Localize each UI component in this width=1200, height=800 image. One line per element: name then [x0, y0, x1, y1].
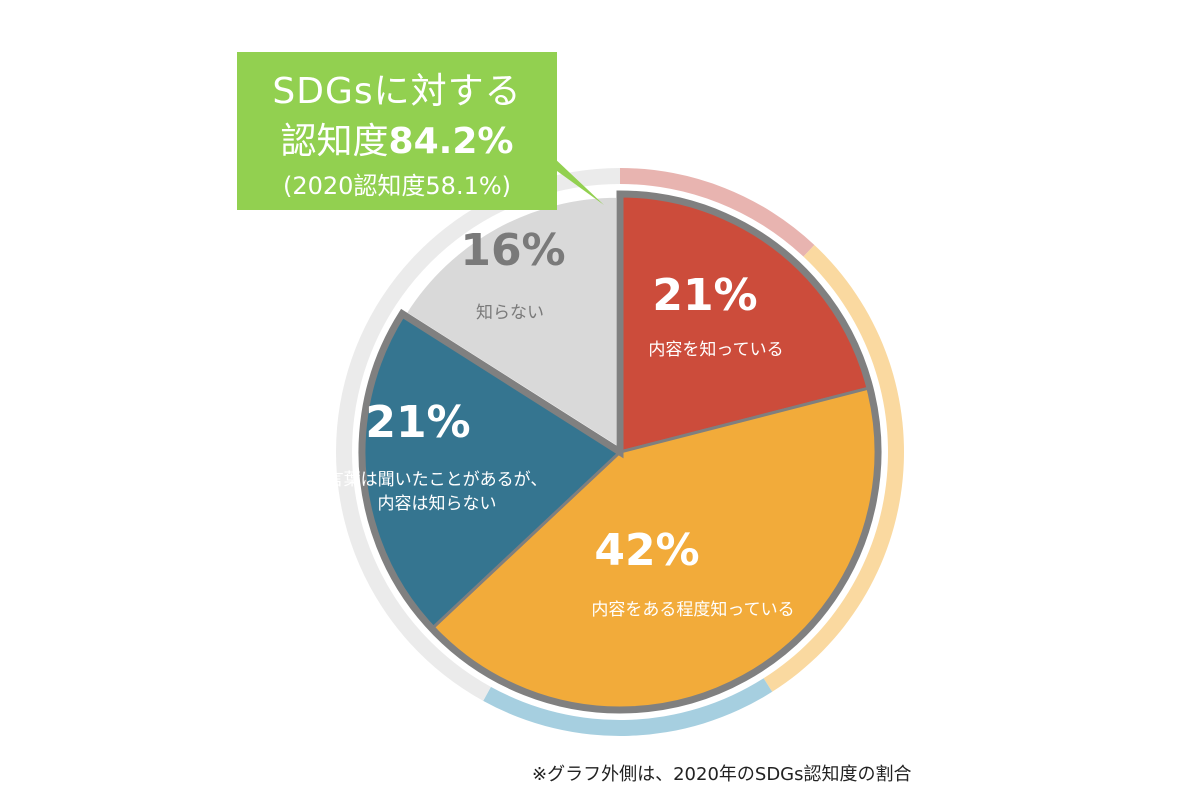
footnote: ※グラフ外側は、2020年のSDGs認知度の割合	[532, 764, 912, 785]
slice-category-label: 知らない	[476, 303, 544, 323]
slice-category-label: 内容をある程度知っている	[591, 600, 794, 620]
callout-line2: 認知度84.2%	[237, 112, 557, 164]
slice-category-label: 内容を知っている	[648, 340, 783, 360]
recognition-outline	[358, 190, 882, 714]
slice-value-label: 16%	[460, 225, 565, 276]
awareness-callout: SDGsに対する 認知度84.2% (2020認知度58.1%)	[237, 52, 557, 210]
callout-line2-prefix: 認知度	[280, 121, 389, 162]
slice-value-label: 21%	[652, 270, 757, 321]
callout-line3: (2020認知度58.1%)	[282, 172, 512, 200]
callout-line1: SDGsに対する	[272, 71, 522, 112]
outer-ring-segment	[620, 168, 815, 257]
pie-slice	[404, 195, 619, 449]
slice-value-label: 21%	[365, 397, 470, 448]
outer-ring-segment	[763, 244, 904, 692]
slice-value-label: 42%	[594, 525, 699, 576]
callout-line2-value: 84.2%	[388, 121, 514, 162]
slice-category-label: 言葉は聞いたことがあるが、内容は知らない	[327, 470, 548, 514]
outer-ring-segment	[483, 678, 773, 737]
